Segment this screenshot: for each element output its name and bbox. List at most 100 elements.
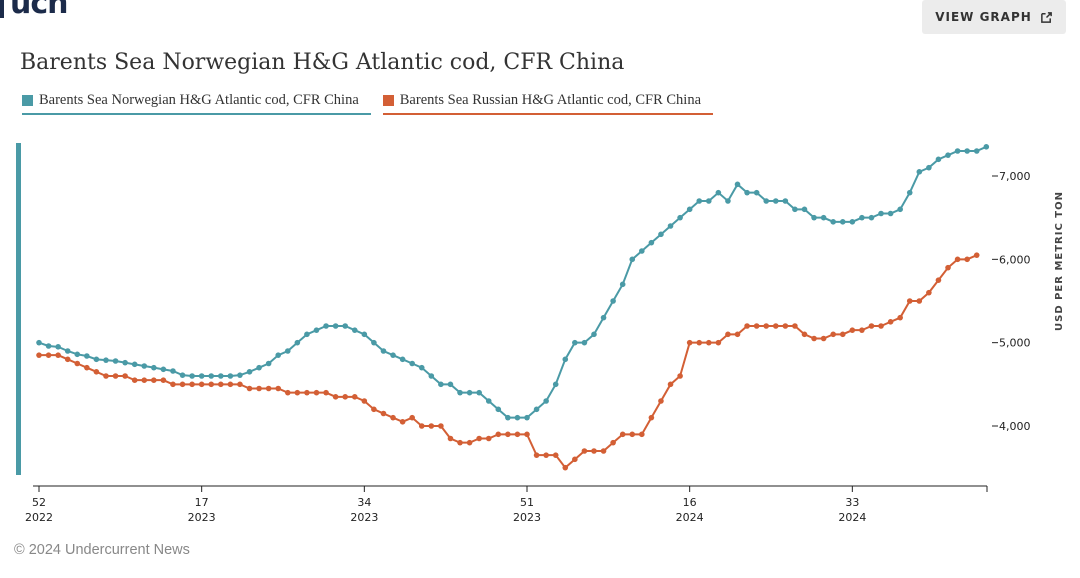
data-point-russian <box>84 364 90 371</box>
data-point-norwegian <box>543 398 549 404</box>
data-point-russian <box>227 381 234 388</box>
data-point-norwegian <box>131 361 138 368</box>
legend-swatch-russian <box>382 95 394 106</box>
data-point-russian <box>878 323 884 329</box>
data-point-russian <box>371 406 377 413</box>
data-point-norwegian <box>351 327 358 333</box>
data-point-russian <box>524 431 530 438</box>
data-point-norwegian <box>906 189 913 196</box>
data-point-norwegian <box>112 358 119 364</box>
data-point-russian <box>763 323 770 329</box>
view-graph-button[interactable]: VIEW GRAPH <box>922 0 1066 34</box>
data-point-norwegian <box>466 389 473 396</box>
data-point-russian <box>801 331 808 338</box>
data-point-russian <box>131 377 138 383</box>
data-point-russian <box>600 448 607 454</box>
data-point-russian <box>399 419 406 425</box>
data-point-russian <box>734 331 741 338</box>
data-point-russian <box>304 389 310 396</box>
data-point-russian <box>715 339 722 346</box>
data-point-russian <box>237 381 243 388</box>
legend-item-norwegian[interactable]: Barents Sea Norwegian H&G Atlantic cod, … <box>22 92 371 115</box>
y-tick-label: 6,000 <box>999 253 1031 266</box>
data-point-norwegian <box>878 210 884 217</box>
data-point-russian <box>485 435 492 442</box>
data-point-norwegian <box>64 348 71 354</box>
x-tick-week-label: 16 <box>683 496 697 509</box>
legend-item-russian[interactable]: Barents Sea Russian H&G Atlantic cod, CF… <box>382 92 714 115</box>
data-point-russian <box>170 381 176 388</box>
data-point-russian <box>93 369 100 375</box>
data-point-russian <box>648 414 655 421</box>
logo-bar <box>0 0 4 18</box>
data-point-norwegian <box>93 356 100 363</box>
data-point-norwegian <box>103 357 109 363</box>
data-point-russian <box>964 256 970 263</box>
data-point-norwegian <box>485 398 492 404</box>
data-point-norwegian <box>725 198 731 204</box>
data-point-russian <box>811 335 817 342</box>
data-point-norwegian <box>505 414 511 421</box>
data-point-russian <box>122 373 128 379</box>
data-point-russian <box>466 439 473 446</box>
data-point-russian <box>849 327 856 333</box>
data-point-russian <box>533 452 540 458</box>
data-point-norwegian <box>514 414 521 421</box>
data-point-norwegian <box>744 189 750 196</box>
data-point-norwegian <box>122 359 128 366</box>
data-point-norwegian <box>772 198 779 204</box>
data-point-russian <box>323 389 329 396</box>
data-point-norwegian <box>973 148 980 154</box>
data-point-russian <box>151 377 157 383</box>
x-tick-week-label: 52 <box>32 496 46 509</box>
data-point-russian <box>906 298 913 304</box>
data-point-norwegian <box>811 214 817 221</box>
data-point-norwegian <box>476 389 482 396</box>
x-tick-year-label: 2022 <box>25 511 53 524</box>
data-point-norwegian <box>983 144 990 150</box>
data-point-norwegian <box>495 406 502 413</box>
data-point-norwegian <box>218 373 224 379</box>
data-point-norwegian <box>859 214 865 221</box>
data-point-russian <box>820 335 827 342</box>
data-point-norwegian <box>820 214 827 221</box>
data-point-norwegian <box>849 219 856 225</box>
data-point-norwegian <box>141 363 148 369</box>
data-point-russian <box>830 331 836 338</box>
y-tick-label: 7,000 <box>999 170 1031 183</box>
series-line-norwegian <box>38 145 987 419</box>
data-point-russian <box>313 389 320 396</box>
data-point-russian <box>74 360 81 367</box>
data-point-russian <box>361 398 368 404</box>
data-point-russian <box>428 423 435 429</box>
data-point-norwegian <box>954 148 961 154</box>
data-point-russian <box>868 323 875 329</box>
data-point-russian <box>189 381 195 388</box>
data-point-norwegian <box>677 214 683 221</box>
data-point-norwegian <box>715 189 722 196</box>
data-point-norwegian <box>265 360 272 367</box>
legend-swatch-norwegian <box>22 95 33 106</box>
data-point-norwegian <box>648 239 655 246</box>
data-point-norwegian <box>342 323 349 329</box>
data-point-russian <box>782 323 789 329</box>
data-point-norwegian <box>361 331 368 338</box>
data-point-russian <box>495 431 502 438</box>
data-point-russian <box>744 323 750 329</box>
y-tick-label: 4,000 <box>999 420 1031 433</box>
data-point-russian <box>706 339 712 346</box>
data-point-norwegian <box>763 198 770 204</box>
data-point-norwegian <box>734 181 741 188</box>
data-point-russian <box>390 414 396 421</box>
x-tick-year-label: 2023 <box>350 511 378 524</box>
data-point-norwegian <box>151 364 157 371</box>
data-point-norwegian <box>170 368 176 374</box>
data-point-norwegian <box>629 256 636 263</box>
data-point-norwegian <box>916 169 923 175</box>
data-point-norwegian <box>706 198 712 204</box>
data-point-russian <box>409 414 415 421</box>
data-point-russian <box>581 448 588 454</box>
data-point-norwegian <box>438 381 444 388</box>
data-point-norwegian <box>323 323 329 329</box>
data-point-norwegian <box>198 373 205 379</box>
